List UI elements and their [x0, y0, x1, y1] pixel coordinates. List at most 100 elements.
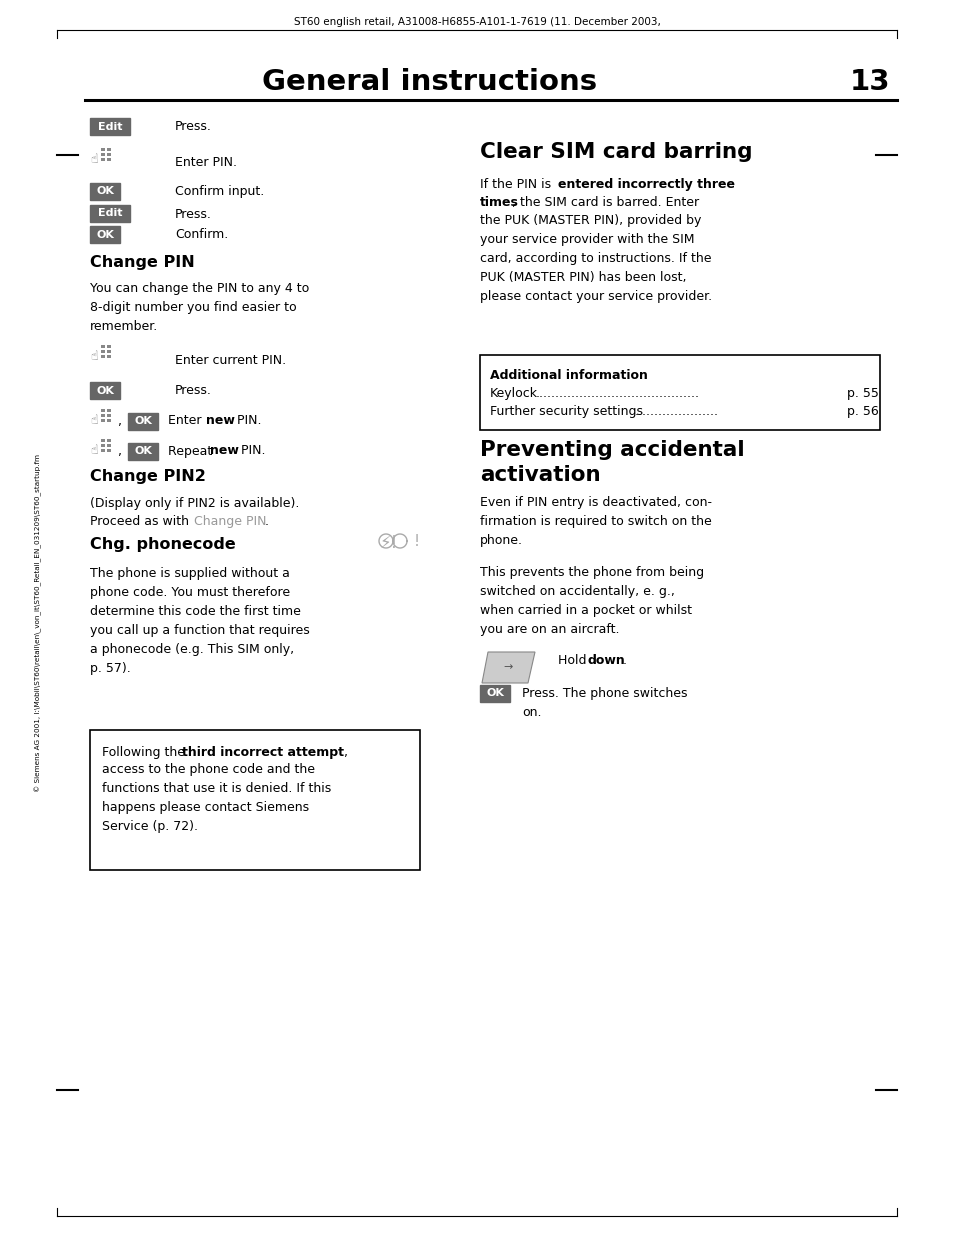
Bar: [128, 412, 158, 430]
Bar: [107, 419, 111, 422]
Bar: [90, 183, 120, 201]
Text: Edit: Edit: [97, 122, 122, 132]
Text: 13: 13: [849, 69, 889, 96]
Text: Hold: Hold: [558, 653, 590, 667]
Text: ,: ,: [118, 445, 122, 457]
Text: Further security settings: Further security settings: [490, 405, 642, 417]
Text: entered incorrectly three: entered incorrectly three: [558, 178, 734, 191]
Text: ,: ,: [118, 415, 122, 427]
Text: Change PIN: Change PIN: [90, 254, 194, 269]
Bar: [101, 419, 105, 422]
Bar: [107, 414, 111, 417]
Text: (Display only if PIN2 is available).: (Display only if PIN2 is available).: [90, 497, 299, 510]
Text: Change PIN2: Change PIN2: [90, 470, 206, 485]
Bar: [107, 355, 111, 358]
Bar: [107, 409, 111, 412]
Bar: [101, 355, 105, 358]
Text: ST60 english retail, A31008-H6855-A101-1-7619 (11. December 2003,: ST60 english retail, A31008-H6855-A101-1…: [294, 17, 659, 27]
Text: © Siemens AG 2001, I:\Mobil\ST60\retail\en\_von_it\ST60_Retail_EN_031209\ST60_st: © Siemens AG 2001, I:\Mobil\ST60\retail\…: [34, 454, 42, 792]
Text: Confirm input.: Confirm input.: [174, 186, 264, 198]
Text: .....................: .....................: [635, 405, 719, 417]
Bar: [107, 439, 111, 442]
Text: Press.: Press.: [174, 121, 212, 133]
Bar: [101, 414, 105, 417]
Bar: [128, 444, 158, 460]
Bar: [107, 147, 111, 151]
Text: Enter: Enter: [168, 415, 205, 427]
Bar: [107, 444, 111, 447]
Text: If the PIN is: If the PIN is: [479, 178, 555, 191]
Text: p. 55: p. 55: [846, 388, 878, 400]
Bar: [101, 349, 105, 353]
Text: Keylock: Keylock: [490, 388, 537, 400]
Text: Following the: Following the: [102, 746, 189, 759]
Text: Chg. phonecode: Chg. phonecode: [90, 537, 235, 552]
Text: ☝: ☝: [90, 153, 97, 166]
Text: new: new: [210, 445, 238, 457]
Text: PIN.: PIN.: [233, 415, 261, 427]
Bar: [107, 344, 111, 348]
Polygon shape: [481, 652, 535, 683]
Bar: [90, 118, 130, 135]
Text: activation: activation: [479, 465, 600, 485]
Text: The phone is supplied without a
phone code. You must therefore
determine this co: The phone is supplied without a phone co…: [90, 567, 310, 675]
Text: This prevents the phone from being
switched on accidentally, e. g.,
when carried: This prevents the phone from being switc…: [479, 566, 703, 635]
Text: Additional information: Additional information: [490, 369, 647, 383]
Text: access to the phone code and the
functions that use it is denied. If this
happen: access to the phone code and the functio…: [102, 763, 331, 834]
Text: ⚡!: ⚡!: [379, 535, 397, 552]
Text: OK: OK: [96, 385, 113, 395]
Bar: [101, 147, 105, 151]
Bar: [479, 685, 510, 701]
Bar: [101, 409, 105, 412]
Text: Repeat: Repeat: [168, 445, 216, 457]
Text: !: !: [414, 533, 419, 548]
Text: ,: ,: [344, 746, 348, 759]
Text: Clear SIM card barring: Clear SIM card barring: [479, 142, 752, 162]
Text: times: times: [479, 196, 518, 209]
Text: Edit: Edit: [97, 208, 122, 218]
Bar: [101, 444, 105, 447]
Text: .: .: [622, 653, 626, 667]
Text: Press.: Press.: [174, 208, 212, 221]
Bar: [101, 439, 105, 442]
Bar: [479, 355, 879, 430]
Text: OK: OK: [485, 689, 503, 699]
Bar: [101, 449, 105, 452]
Text: Preventing accidental: Preventing accidental: [479, 440, 744, 460]
Text: Confirm.: Confirm.: [174, 228, 228, 242]
Bar: [90, 730, 419, 870]
Text: .: .: [265, 515, 269, 528]
Bar: [90, 226, 120, 243]
Bar: [90, 383, 120, 399]
Text: new: new: [206, 415, 234, 427]
Text: Press.: Press.: [174, 385, 212, 397]
Text: Change PIN: Change PIN: [193, 515, 266, 528]
Text: the PUK (MASTER PIN), provided by
your service provider with the SIM
card, accor: the PUK (MASTER PIN), provided by your s…: [479, 214, 711, 303]
Text: , the SIM card is barred. Enter: , the SIM card is barred. Enter: [512, 196, 699, 209]
Text: .........................................: ........................................…: [536, 388, 700, 400]
Text: p. 56: p. 56: [846, 405, 878, 417]
Text: Press. The phone switches: Press. The phone switches: [521, 687, 687, 699]
Text: ☝: ☝: [90, 414, 97, 427]
Bar: [107, 157, 111, 161]
Text: down: down: [587, 653, 625, 667]
Text: Even if PIN entry is deactivated, con-
firmation is required to switch on the
ph: Even if PIN entry is deactivated, con- f…: [479, 496, 711, 547]
Text: ☝: ☝: [90, 350, 97, 363]
Bar: [107, 152, 111, 156]
Text: OK: OK: [96, 229, 113, 239]
Bar: [107, 349, 111, 353]
Bar: [107, 449, 111, 452]
Bar: [90, 206, 130, 222]
Text: Proceed as with: Proceed as with: [90, 515, 193, 528]
Text: OK: OK: [134, 446, 152, 456]
Text: You can change the PIN to any 4 to
8-digit number you find easier to
remember.: You can change the PIN to any 4 to 8-dig…: [90, 282, 309, 333]
Text: PIN.: PIN.: [236, 445, 265, 457]
Bar: [101, 152, 105, 156]
Text: third incorrect attempt: third incorrect attempt: [182, 746, 344, 759]
Bar: [101, 157, 105, 161]
Text: OK: OK: [96, 187, 113, 197]
Text: OK: OK: [134, 416, 152, 426]
Text: Enter current PIN.: Enter current PIN.: [174, 354, 286, 366]
Text: Enter PIN.: Enter PIN.: [174, 157, 236, 169]
Bar: [101, 344, 105, 348]
